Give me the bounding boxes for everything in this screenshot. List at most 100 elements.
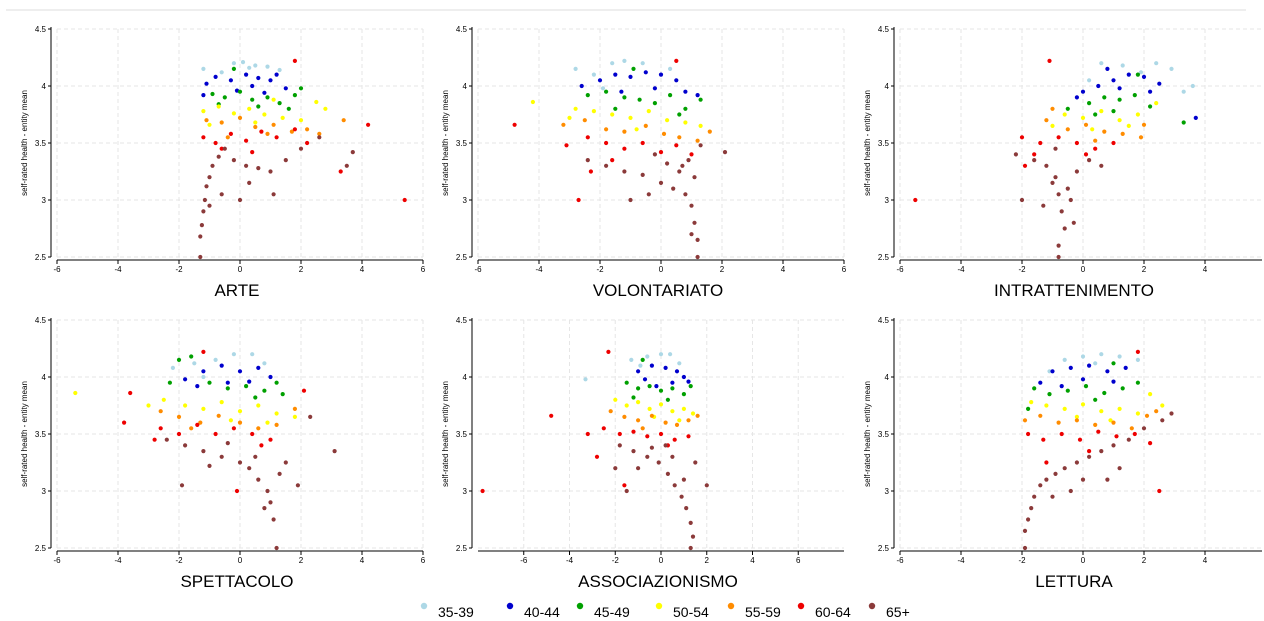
legend-label: 60-64 (815, 604, 851, 620)
data-point-40-44 (1111, 379, 1116, 384)
data-point-65plus (688, 520, 693, 526)
data-point-50-54 (1135, 112, 1140, 117)
data-point-55-59 (649, 413, 655, 418)
data-point-65plus (1126, 437, 1131, 442)
data-point-45-49 (677, 112, 682, 117)
x-tick-label: 2 (1142, 265, 1147, 274)
x-tick-label: 6 (421, 556, 426, 565)
data-point-65plus (1022, 528, 1028, 534)
data-point-50-54 (647, 406, 652, 411)
data-point-65plus (1050, 494, 1055, 499)
data-point-45-49 (231, 66, 236, 71)
data-point-55-59 (1074, 418, 1079, 423)
data-point-40-44 (1074, 95, 1079, 100)
data-point-60-64 (686, 434, 691, 439)
data-point-35-39 (668, 66, 673, 71)
data-point-65plus (1019, 197, 1025, 203)
legend-label: 40-44 (524, 604, 560, 620)
data-point-40-44 (1105, 66, 1110, 71)
data-point-50-54 (1062, 112, 1067, 117)
data-point-35-39 (1093, 361, 1098, 366)
data-point-65plus (201, 209, 206, 214)
data-point-45-49 (1102, 390, 1107, 396)
y-tick-label: 4 (42, 82, 47, 91)
data-point-35-39 (231, 61, 236, 66)
data-point-45-49 (1093, 397, 1098, 402)
data-point-40-44 (1126, 72, 1131, 77)
data-point-55-59 (225, 135, 230, 140)
y-tick-label: 3 (463, 196, 468, 205)
data-point-60-64 (1111, 140, 1116, 146)
data-point-60-64 (689, 152, 694, 157)
data-point-65plus (636, 466, 641, 471)
data-point-55-59 (341, 118, 346, 123)
data-point-65plus (1053, 146, 1058, 151)
data-point-50-54 (613, 397, 618, 402)
data-point-45-49 (244, 384, 249, 389)
data-point-40-44 (643, 70, 648, 75)
data-point-50-54 (610, 112, 615, 117)
data-point-45-49 (670, 386, 675, 391)
data-point-60-64 (1047, 58, 1052, 64)
chart-panel-5: 2.5 3 3.5 4 4.5 -6 -4 -2 0 2 4 6 self-rated health -… (441, 316, 844, 591)
data-point-65plus (1169, 411, 1174, 416)
data-point-60-64 (631, 429, 636, 434)
data-point-65plus (198, 234, 203, 239)
data-point-40-44 (262, 90, 267, 95)
data-point-45-49 (640, 357, 645, 362)
data-point-65plus (640, 172, 645, 177)
data-point-50-54 (1044, 403, 1049, 408)
data-point-60-64 (606, 349, 611, 354)
data-point-35-39 (240, 60, 246, 65)
data-point-65plus (1099, 163, 1104, 168)
data-point-50-54 (314, 99, 319, 105)
y-tick-label: 2.5 (35, 544, 47, 553)
data-point-40-44 (219, 363, 224, 368)
data-point-55-59 (1083, 122, 1089, 127)
data-point-45-49 (1135, 380, 1140, 385)
data-point-55-59 (663, 420, 668, 425)
data-point-40-44 (628, 74, 633, 79)
x-tick-label: -6 (53, 265, 61, 274)
data-point-65plus (256, 166, 261, 171)
data-point-60-64 (622, 146, 627, 151)
data-point-65plus (722, 150, 728, 155)
data-point-65plus (684, 506, 689, 511)
data-point-55-59 (1038, 413, 1043, 418)
data-point-35-39 (629, 357, 634, 362)
data-point-60-64 (1083, 152, 1089, 157)
data-point-65plus (1059, 209, 1064, 214)
data-point-40-44 (674, 78, 679, 83)
data-point-50-54 (1099, 109, 1104, 114)
data-point-40-44 (1050, 369, 1055, 374)
data-point-55-59 (1093, 138, 1098, 143)
data-point-45-49 (262, 388, 267, 393)
x-tick-label: 6 (796, 556, 801, 565)
chart-panel-6: 2.5 3 3.5 4 4.5 -6 -4 -2 0 2 4 self-rated health - … (863, 316, 1262, 591)
data-point-65plus (692, 175, 697, 180)
data-point-60-64 (213, 431, 218, 437)
data-point-35-39 (192, 361, 197, 366)
data-point-50-54 (628, 115, 633, 120)
data-point-65plus (1080, 477, 1086, 482)
y-axis-title: self-rated health - entity mean (441, 381, 450, 487)
y-tick-label: 4.5 (456, 316, 468, 325)
data-point-65plus (202, 197, 207, 203)
chart-panel-1: 2.5 3 3.5 4 4.5 -6 -4 -2 0 2 4 6 self-rated health -… (20, 25, 426, 300)
data-point-55-59 (661, 131, 667, 136)
data-point-55-59 (561, 122, 566, 127)
data-point-45-49 (1120, 386, 1125, 391)
data-point-35-39 (610, 61, 615, 66)
data-point-65plus (222, 146, 227, 151)
x-tick-label: -2 (175, 265, 183, 274)
data-point-60-64 (913, 197, 918, 203)
data-point-60-64 (250, 431, 255, 437)
y-tick-label: 3.5 (878, 139, 890, 148)
data-point-45-49 (222, 95, 227, 100)
data-point-65plus (1087, 158, 1092, 163)
data-point-35-39 (1154, 61, 1159, 66)
y-tick-label: 3.5 (878, 430, 890, 439)
data-point-65plus (295, 483, 300, 488)
data-point-50-54 (1154, 101, 1159, 106)
data-point-60-64 (292, 58, 297, 64)
